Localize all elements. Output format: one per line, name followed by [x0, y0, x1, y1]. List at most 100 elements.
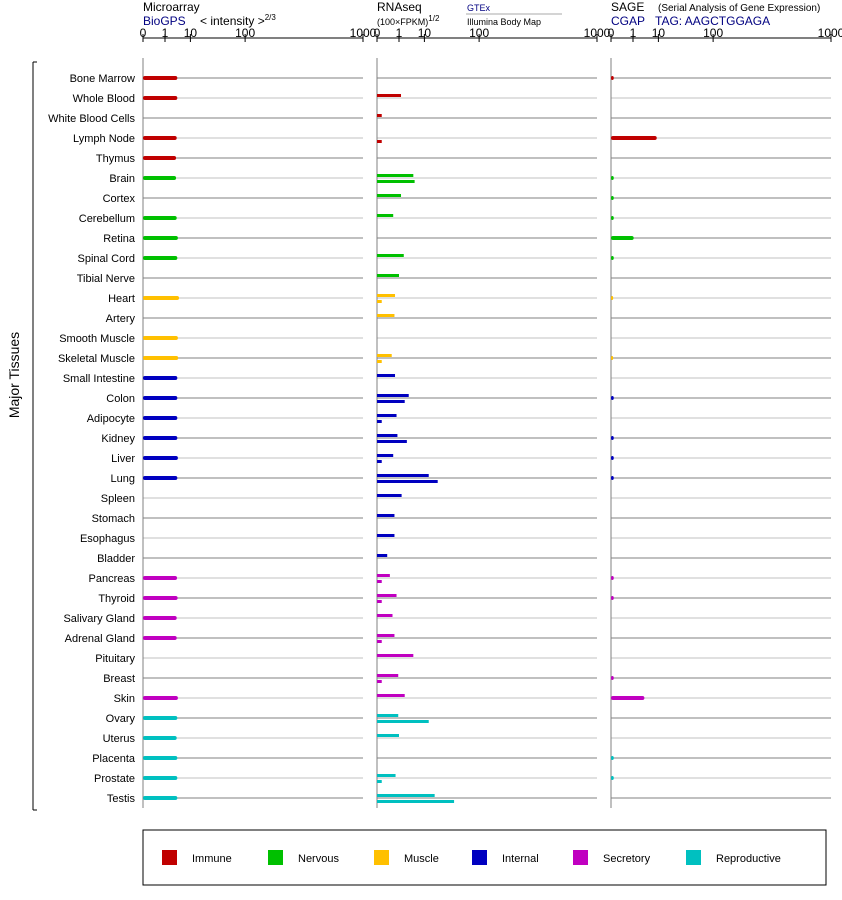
bar-rnaseq-gtex-salivary-gland — [377, 614, 393, 617]
tissue-label: Spinal Cord — [78, 253, 135, 265]
legend-label-immune: Immune — [192, 853, 232, 865]
tissue-label: Heart — [108, 293, 135, 305]
x-tick-label: 10 — [418, 26, 432, 40]
tissue-label: Testis — [107, 793, 136, 805]
bar-microarray-prostate — [143, 776, 178, 780]
tissue-label: White Blood Cells — [48, 113, 135, 125]
legend-label-internal: Internal — [502, 853, 539, 865]
tissue-label: Colon — [106, 393, 135, 405]
bar-rnaseq-illumina-body-map-skeletal-muscle — [377, 360, 382, 363]
bar-rnaseq-gtex-testis — [377, 794, 435, 797]
panel-sage: 0 1 10 100 1000 — [608, 26, 842, 808]
bar-sage-heart — [611, 296, 614, 300]
tissue-label: Adrenal Gland — [65, 633, 135, 645]
bar-microarray-testis — [143, 796, 178, 800]
bar-sage-lymph-node — [611, 136, 657, 140]
tissue-label: Uterus — [103, 733, 136, 745]
bar-microarray-bone-marrow — [143, 76, 178, 80]
bar-microarray-cerebellum — [143, 216, 177, 220]
tissue-label: Pituitary — [95, 653, 135, 665]
bar-microarray-lung — [143, 476, 178, 480]
tissue-label: Thyroid — [98, 593, 135, 605]
sage-subtitle: (Serial Analysis of Gene Expression) — [658, 3, 820, 14]
bar-rnaseq-gtex-breast — [377, 674, 399, 677]
bar-microarray-whole-blood — [143, 96, 178, 100]
tissue-label: Liver — [111, 453, 135, 465]
rnaseq-source-gtex: GTEx — [467, 3, 491, 13]
bar-rnaseq-gtex-brain — [377, 174, 414, 177]
bar-microarray-thymus — [143, 156, 177, 160]
bar-microarray-smooth-muscle — [143, 336, 178, 340]
x-tick-label: 10 — [184, 26, 198, 40]
legend-swatch-immune — [162, 850, 177, 865]
bar-rnaseq-gtex-small-intestine — [377, 374, 396, 377]
tissue-label: Breast — [103, 673, 135, 685]
tissue-label: Salivary Gland — [63, 613, 135, 625]
bar-rnaseq-gtex-lung — [377, 474, 429, 477]
bar-rnaseq-illumina-body-map-brain — [377, 180, 415, 183]
tissue-label: Placenta — [92, 753, 136, 765]
x-tick-label: 1 — [630, 26, 637, 40]
bar-rnaseq-illumina-body-map-adrenal-gland — [377, 640, 382, 643]
bar-microarray-skin — [143, 696, 178, 700]
bar-microarray-retina — [143, 236, 178, 240]
bar-microarray-spinal-cord — [143, 256, 178, 260]
bar-rnaseq-illumina-body-map-ovary — [377, 720, 429, 723]
rnaseq-source-ibm: Illumina Body Map — [467, 17, 541, 27]
bar-sage-skin — [611, 696, 645, 700]
legend-swatch-muscle — [374, 850, 389, 865]
bar-sage-pancreas — [611, 576, 614, 580]
bar-sage-skeletal-muscle — [611, 356, 614, 360]
tissue-label: Cerebellum — [79, 213, 135, 225]
panel-rnaseq: 0 1 10 100 1000 — [374, 26, 611, 808]
bar-rnaseq-gtex-adrenal-gland — [377, 634, 395, 637]
bar-rnaseq-gtex-skeletal-muscle — [377, 354, 392, 357]
bar-microarray-kidney — [143, 436, 178, 440]
legend-label-muscle: Muscle — [404, 853, 439, 865]
bar-rnaseq-gtex-stomach — [377, 514, 395, 517]
bar-microarray-adrenal-gland — [143, 636, 177, 640]
tissue-label: Spleen — [101, 493, 135, 505]
bar-sage-spinal-cord — [611, 256, 614, 260]
bar-rnaseq-gtex-heart — [377, 294, 396, 297]
bar-rnaseq-gtex-pituitary — [377, 654, 414, 657]
legend-label-reproductive: Reproductive — [716, 853, 781, 865]
bar-microarray-uterus — [143, 736, 177, 740]
x-tick-label: 1 — [162, 26, 169, 40]
legend-swatch-secretory — [573, 850, 588, 865]
tissue-label: Lymph Node — [73, 133, 135, 145]
tissue-label: Retina — [103, 233, 136, 245]
legend-label-nervous: Nervous — [298, 853, 339, 865]
bar-rnaseq-gtex-esophagus — [377, 534, 395, 537]
tissue-label: Thymus — [96, 153, 136, 165]
tissue-label: Whole Blood — [73, 93, 135, 105]
bar-rnaseq-gtex-artery — [377, 314, 395, 317]
legend-swatch-reproductive — [686, 850, 701, 865]
bar-rnaseq-gtex-thyroid — [377, 594, 397, 597]
tissue-label: Pancreas — [89, 573, 136, 585]
bar-rnaseq-gtex-cortex — [377, 194, 402, 197]
tissue-label: Prostate — [94, 773, 135, 785]
legend-label-secretory: Secretory — [603, 853, 651, 865]
bar-sage-retina — [611, 236, 634, 240]
bar-sage-prostate — [611, 776, 614, 780]
legend-swatch-nervous — [268, 850, 283, 865]
bar-microarray-brain — [143, 176, 177, 180]
microarray-title: Microarray — [143, 0, 200, 14]
bar-rnaseq-gtex-adipocyte — [377, 414, 397, 417]
tissue-label: Bone Marrow — [70, 73, 135, 85]
tissue-label: Stomach — [92, 513, 135, 525]
bar-sage-liver — [611, 456, 614, 460]
bar-rnaseq-illumina-body-map-kidney — [377, 440, 407, 443]
tissue-label: Ovary — [106, 713, 136, 725]
bar-sage-placenta — [611, 756, 614, 760]
tissue-label: Cortex — [103, 193, 136, 205]
bar-rnaseq-illumina-body-map-liver — [377, 460, 382, 463]
bar-rnaseq-gtex-skin — [377, 694, 405, 697]
bar-rnaseq-illumina-body-map-adipocyte — [377, 420, 382, 423]
microarray-source: BioGPS — [143, 14, 186, 28]
bar-microarray-skeletal-muscle — [143, 356, 179, 360]
x-tick-label: 0 — [374, 26, 381, 40]
bar-rnaseq-gtex-spleen — [377, 494, 402, 497]
sage-tag: TAG: AAGCTGGAGA — [655, 14, 770, 28]
